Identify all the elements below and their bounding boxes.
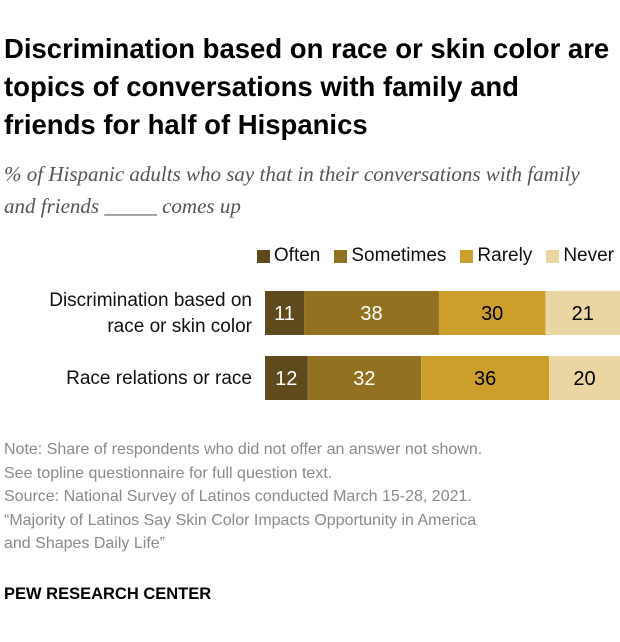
- legend: Often Sometimes Rarely Never: [256, 245, 614, 267]
- data-label: 36: [474, 368, 496, 390]
- legend-label: Rarely: [477, 245, 533, 266]
- category-label-discrimination: Discrimination based on race or skin colo…: [49, 290, 252, 337]
- source-line: and Shapes Daily Life”: [4, 535, 165, 552]
- bar-segment-sometimes: [307, 356, 422, 400]
- bar-segment-never: [549, 356, 620, 400]
- data-label: 12: [275, 368, 297, 390]
- note-line: See topline questionnaire for full quest…: [4, 464, 333, 482]
- legend-item-rarely: Rarely: [460, 245, 532, 267]
- legend-swatch: [256, 249, 270, 263]
- data-label: 30: [481, 303, 503, 325]
- bar-segment-rarely: [438, 291, 546, 335]
- data-label: 11: [274, 303, 295, 325]
- bar-segment-rarely: [421, 356, 549, 400]
- bar-segment-often: [265, 291, 305, 335]
- brand-logo-text: PEW RESEARCH CENTER: [4, 585, 212, 603]
- bar-segment-never: [545, 291, 620, 335]
- legend-item-often: Often: [256, 245, 321, 267]
- legend-swatch: [460, 249, 474, 263]
- data-label: 32: [353, 368, 375, 390]
- chart-title: Discrimination based on race or skin col…: [4, 33, 610, 140]
- chart-subtitle: % of Hispanic adults who say that in the…: [4, 162, 580, 218]
- legend-label: Sometimes: [351, 245, 447, 266]
- source-line: Source: National Survey of Latinos condu…: [4, 488, 472, 505]
- bar-segment-often: [265, 356, 308, 400]
- legend-item-never: Never: [546, 245, 614, 267]
- data-label: 21: [572, 303, 594, 325]
- legend-label: Never: [563, 245, 614, 266]
- data-label: 20: [573, 368, 595, 390]
- source-line: “Majority of Latinos Say Skin Color Impa…: [4, 511, 477, 529]
- category-label-race-relations: Race relations or race: [66, 368, 252, 389]
- note-line: Note: Share of respondents who did not o…: [4, 441, 483, 458]
- legend-label: Often: [273, 245, 321, 266]
- legend-swatch: [546, 249, 560, 263]
- notes: Note: Share of respondents who did not o…: [4, 438, 614, 556]
- legend-swatch: [334, 249, 348, 263]
- legend-item-sometimes: Sometimes: [334, 245, 446, 267]
- bar-segment-sometimes: [304, 291, 439, 335]
- data-label: 38: [360, 303, 382, 325]
